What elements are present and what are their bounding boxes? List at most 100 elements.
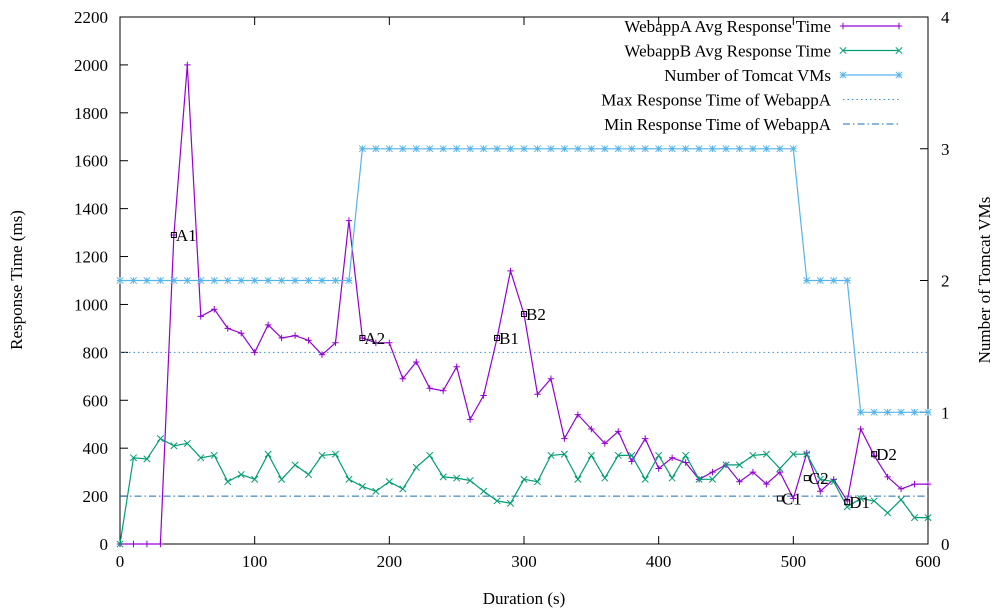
data-point bbox=[668, 474, 676, 482]
annotation-label: A2 bbox=[364, 329, 385, 348]
data-point bbox=[533, 478, 542, 486]
data-point bbox=[143, 455, 151, 463]
y2-tick-label: 0 bbox=[941, 535, 950, 554]
data-point bbox=[614, 451, 622, 459]
data-point bbox=[655, 465, 662, 472]
data-point bbox=[480, 392, 487, 399]
data-point bbox=[345, 276, 353, 285]
y-tick-label: 1400 bbox=[74, 200, 108, 219]
data-point bbox=[183, 439, 191, 447]
data-point bbox=[762, 145, 770, 153]
data-point bbox=[749, 468, 757, 476]
data-point bbox=[668, 454, 676, 461]
data-point bbox=[278, 276, 286, 285]
data-point bbox=[533, 145, 542, 153]
y2-tick-label: 4 bbox=[941, 8, 950, 27]
data-point bbox=[628, 458, 635, 465]
data-point bbox=[399, 485, 407, 493]
data-point bbox=[238, 330, 245, 337]
data-point bbox=[426, 451, 434, 459]
y-tick-label: 1800 bbox=[74, 104, 108, 123]
legend-label-0: WebappA Avg Response Time bbox=[624, 17, 831, 36]
data-point bbox=[520, 145, 528, 153]
annotation-label: B1 bbox=[499, 329, 519, 348]
data-point bbox=[506, 145, 515, 153]
data-point bbox=[332, 339, 339, 346]
data-point bbox=[668, 145, 676, 153]
y-axis-title: Response Time (ms) bbox=[7, 210, 26, 350]
data-point bbox=[156, 435, 164, 443]
data-point bbox=[291, 461, 299, 469]
data-point bbox=[318, 351, 326, 358]
data-point bbox=[493, 145, 501, 153]
annotation-marker bbox=[521, 311, 527, 318]
annotation-label: C2 bbox=[809, 469, 829, 488]
data-series bbox=[116, 61, 932, 548]
x-axis-title: Duration (s) bbox=[483, 589, 566, 608]
data-point bbox=[588, 425, 595, 433]
y-tick-label: 800 bbox=[83, 343, 109, 362]
annotation-label: D2 bbox=[876, 445, 897, 464]
y-tick-label: 400 bbox=[83, 439, 109, 458]
data-point bbox=[143, 276, 151, 285]
legend-label-2: Number of Tomcat VMs bbox=[664, 66, 831, 85]
data-point bbox=[426, 145, 434, 153]
y2-tick-label: 1 bbox=[941, 403, 950, 422]
data-point bbox=[897, 485, 905, 493]
y-tick-label: 0 bbox=[100, 535, 109, 554]
y-tick-label: 1200 bbox=[74, 248, 108, 267]
data-point bbox=[857, 408, 865, 416]
data-point bbox=[237, 470, 245, 479]
y2-tick-label: 3 bbox=[941, 140, 950, 159]
data-point bbox=[291, 276, 299, 285]
data-point bbox=[547, 145, 555, 153]
data-point bbox=[466, 476, 474, 485]
data-point bbox=[426, 385, 433, 392]
data-point bbox=[439, 473, 447, 481]
legend-marker bbox=[895, 71, 903, 79]
annotation-marker bbox=[776, 495, 783, 502]
data-point bbox=[803, 276, 811, 285]
data-point bbox=[601, 145, 609, 153]
data-point bbox=[561, 435, 568, 442]
annotation-marker bbox=[170, 231, 177, 238]
data-point bbox=[372, 487, 380, 495]
data-point bbox=[372, 339, 380, 346]
data-point bbox=[278, 475, 286, 483]
data-point bbox=[412, 463, 420, 471]
data-point bbox=[372, 145, 380, 153]
x-tick-label: 400 bbox=[646, 552, 672, 571]
data-point bbox=[183, 276, 191, 285]
annotation-label: D1 bbox=[849, 493, 870, 512]
data-point bbox=[655, 451, 663, 459]
data-point bbox=[560, 145, 568, 153]
data-point bbox=[224, 276, 232, 285]
data-point bbox=[520, 475, 528, 483]
data-point bbox=[453, 363, 460, 370]
data-point bbox=[924, 514, 932, 522]
series-0 bbox=[116, 61, 932, 548]
y-tick-label: 2200 bbox=[74, 8, 108, 27]
data-point bbox=[870, 408, 878, 416]
data-point bbox=[789, 450, 797, 458]
data-point bbox=[278, 334, 285, 342]
data-point bbox=[749, 145, 757, 153]
data-point bbox=[197, 313, 204, 320]
legend-label-1: WebappB Avg Response Time bbox=[624, 42, 831, 61]
data-point bbox=[884, 473, 891, 481]
data-point bbox=[345, 217, 353, 224]
data-point bbox=[264, 276, 272, 285]
data-point bbox=[547, 375, 555, 382]
data-point bbox=[453, 145, 461, 153]
x-tick-label: 500 bbox=[781, 552, 807, 571]
data-point bbox=[157, 540, 164, 548]
data-point bbox=[170, 276, 178, 285]
data-point bbox=[116, 276, 124, 285]
data-point bbox=[439, 145, 447, 153]
data-point bbox=[264, 321, 272, 329]
data-point bbox=[386, 339, 393, 346]
data-point bbox=[816, 475, 824, 483]
data-point bbox=[210, 276, 218, 285]
point-annotations: A1 A2 B1 B2 C1 C2 D1 D2 bbox=[170, 226, 897, 512]
data-point bbox=[291, 332, 299, 339]
